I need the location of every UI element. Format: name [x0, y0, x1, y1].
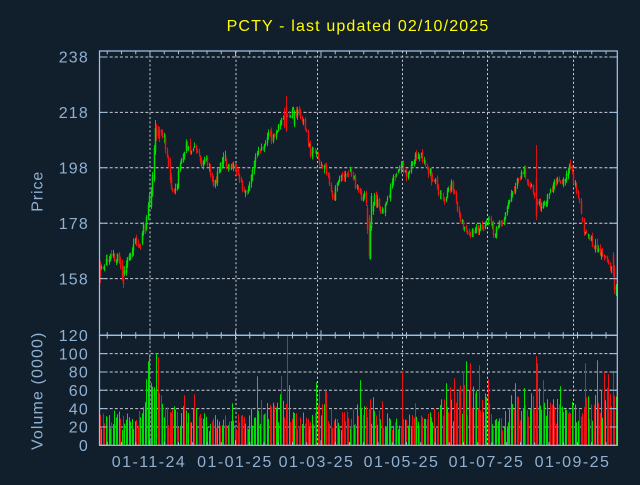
svg-text:Volume (0000): Volume (0000): [29, 332, 46, 450]
svg-text:0: 0: [79, 438, 89, 455]
svg-text:60: 60: [69, 383, 89, 400]
svg-text:238: 238: [59, 50, 89, 67]
svg-text:01-01-25: 01-01-25: [197, 454, 273, 471]
svg-text:01-07-25: 01-07-25: [449, 454, 525, 471]
svg-text:100: 100: [59, 346, 89, 363]
svg-text:218: 218: [59, 105, 89, 122]
svg-text:PCTY - last updated 02/10/2025: PCTY - last updated 02/10/2025: [227, 18, 490, 35]
svg-text:158: 158: [59, 271, 89, 288]
svg-text:80: 80: [69, 365, 89, 382]
svg-text:01-03-25: 01-03-25: [279, 454, 355, 471]
svg-text:Price: Price: [29, 171, 46, 212]
svg-text:120: 120: [59, 328, 89, 345]
svg-text:20: 20: [69, 420, 89, 437]
svg-text:178: 178: [59, 216, 89, 233]
svg-text:01-05-25: 01-05-25: [364, 454, 440, 471]
svg-text:01-11-24: 01-11-24: [112, 454, 186, 471]
svg-text:198: 198: [59, 161, 89, 178]
svg-text:40: 40: [69, 401, 89, 418]
svg-text:01-09-25: 01-09-25: [535, 454, 611, 471]
